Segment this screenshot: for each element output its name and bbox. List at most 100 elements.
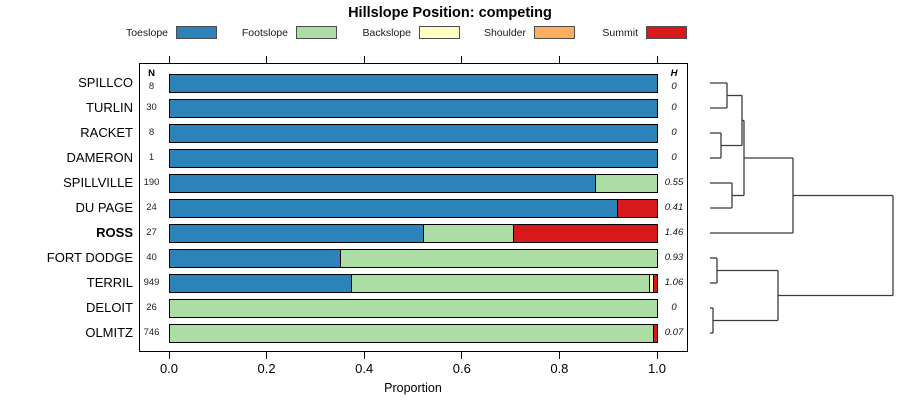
- bar-segment-footslope: [340, 249, 657, 267]
- x-axis-tick: [168, 352, 170, 359]
- bar-segment-summit: [653, 274, 657, 292]
- legend-label: Footslope: [241, 26, 288, 39]
- legend-label: Backslope: [362, 26, 411, 39]
- row-label: DU PAGE: [75, 200, 133, 215]
- bar-segment-footslope: [170, 324, 654, 342]
- row-h-value: 1.46: [664, 227, 684, 238]
- bar: [169, 73, 658, 93]
- row-n-value: 190: [143, 177, 160, 188]
- row-h-value: 0.07: [664, 327, 684, 338]
- legend-label: Summit: [602, 26, 638, 39]
- bar-segment-toeslope: [170, 149, 657, 167]
- x-axis-tick-label: 0.2: [257, 361, 276, 376]
- x-axis-tick-top: [461, 56, 463, 63]
- bar-segment-toeslope: [170, 249, 341, 267]
- bar-segment-summit: [616, 199, 657, 217]
- bar-segment-summit: [653, 324, 657, 342]
- row-n-value: 30: [146, 102, 157, 113]
- bar-segment-summit: [512, 224, 657, 242]
- bar-segment-footslope: [170, 299, 657, 317]
- bar: [169, 123, 658, 143]
- row-label: DELOIT: [86, 300, 133, 315]
- bar: [169, 148, 658, 168]
- row-label: OLMITZ: [85, 325, 133, 340]
- row-h-value: 0: [671, 81, 677, 92]
- row-n-value: 24: [146, 202, 157, 213]
- row-n-value: 26: [146, 302, 157, 313]
- bar-segment-backslope: [649, 274, 654, 292]
- row-n-value: 746: [143, 327, 160, 338]
- legend-item: Toeslope: [126, 25, 217, 40]
- legend-label: Shoulder: [483, 26, 526, 39]
- x-axis-tick-label: 0.8: [550, 361, 569, 376]
- bar-segment-toeslope: [170, 74, 657, 92]
- chart-title: Hillslope Position: competing: [348, 5, 552, 21]
- row-h-value: 0.55: [664, 177, 684, 188]
- legend-swatch: [646, 26, 687, 39]
- bar: [169, 298, 658, 318]
- bar: [169, 223, 658, 243]
- legend-item: Footslope: [242, 25, 337, 40]
- x-axis-tick: [363, 352, 365, 359]
- row-label: RACKET: [80, 125, 133, 140]
- legend-swatch: [419, 26, 460, 39]
- row-label: ROSS: [96, 225, 133, 240]
- x-axis-tick-top: [168, 56, 170, 63]
- row-n-value: 8: [148, 81, 155, 92]
- bar-segment-footslope: [351, 274, 650, 292]
- bar: [169, 98, 658, 118]
- legend-swatch: [296, 26, 337, 39]
- row-n-value: 1: [148, 152, 155, 163]
- x-axis-tick-label: 1.0: [647, 361, 667, 376]
- bar-segment-toeslope: [170, 99, 657, 117]
- row-label: DAMERON: [66, 150, 133, 165]
- x-axis-tick-label: 0.4: [355, 361, 374, 376]
- bar-segment-toeslope: [170, 199, 617, 217]
- bar-segment-toeslope: [170, 224, 423, 242]
- bar-segment-toeslope: [170, 174, 595, 192]
- row-h-value: 0: [671, 152, 677, 163]
- row-label: FORT DODGE: [46, 250, 133, 265]
- row-h-value: 0.93: [664, 252, 684, 263]
- row-n-value: 8: [148, 127, 155, 138]
- x-axis-tick: [461, 352, 463, 359]
- row-n-value: 27: [146, 227, 157, 238]
- bar: [169, 323, 658, 343]
- bar: [169, 173, 658, 193]
- row-h-value: 0.41: [664, 202, 684, 213]
- row-h-value: 1.06: [664, 277, 684, 288]
- x-axis-tick: [558, 352, 560, 359]
- x-axis-tick-label: 0.0: [159, 361, 179, 376]
- x-axis-title: Proportion: [384, 381, 442, 395]
- plot-area: [139, 63, 688, 352]
- legend-item: Summit: [602, 25, 687, 40]
- n-column-header: N: [148, 68, 155, 79]
- legend-item: Backslope: [363, 25, 460, 40]
- x-axis-tick-label: 0.6: [452, 361, 471, 376]
- legend-label: Toeslope: [125, 26, 168, 39]
- bar: [169, 198, 658, 218]
- h-column-header: H: [670, 68, 678, 79]
- row-label: SPILLVILLE: [63, 175, 133, 190]
- bar: [169, 273, 658, 293]
- x-axis-tick: [266, 352, 268, 359]
- x-axis-tick-top: [656, 56, 658, 63]
- bar-segment-footslope: [594, 174, 657, 192]
- row-n-value: 949: [143, 277, 160, 288]
- legend-swatch: [534, 26, 575, 39]
- row-label: SPILLCO: [78, 75, 133, 90]
- bar-segment-toeslope: [170, 274, 352, 292]
- row-label: TERRIL: [86, 275, 133, 290]
- bar-segment-footslope: [422, 224, 513, 242]
- legend-swatch: [176, 26, 217, 39]
- bar: [169, 248, 658, 268]
- x-axis-tick-top: [558, 56, 560, 63]
- x-axis-tick-top: [266, 56, 268, 63]
- bar-segment-toeslope: [170, 124, 657, 142]
- row-n-value: 40: [146, 252, 157, 263]
- x-axis-tick-top: [363, 56, 365, 63]
- legend-item: Shoulder: [484, 25, 575, 40]
- row-label: TURLIN: [86, 100, 133, 115]
- row-h-value: 0: [671, 127, 677, 138]
- row-h-value: 0: [671, 102, 677, 113]
